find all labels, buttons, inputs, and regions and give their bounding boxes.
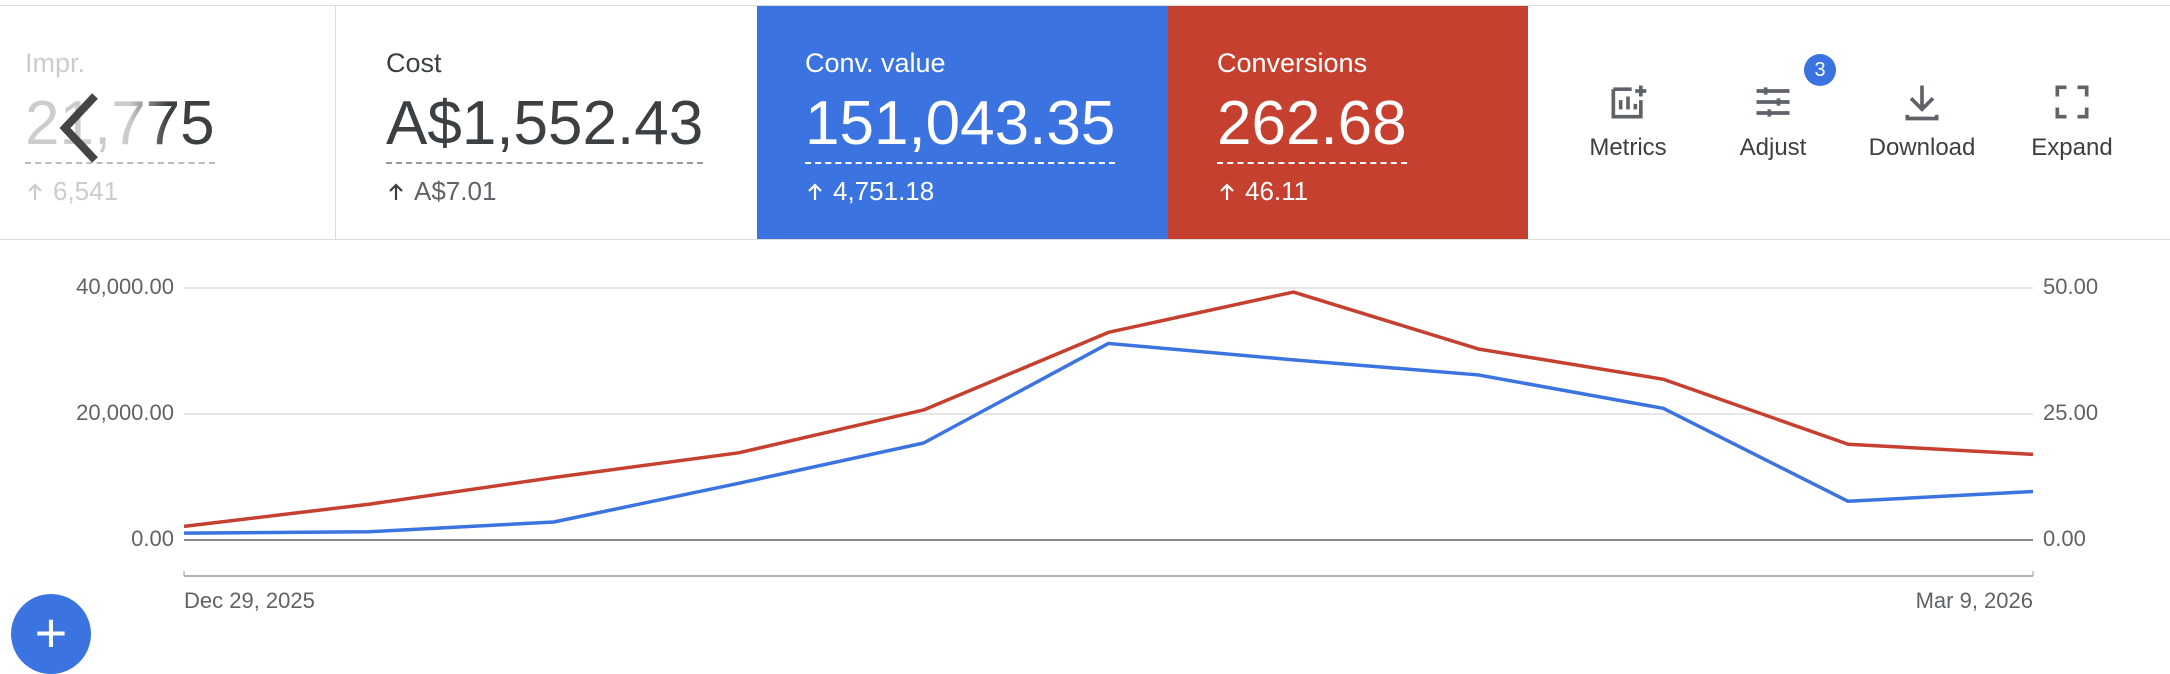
scroll-left[interactable] (55, 88, 105, 168)
scorecard[interactable]: Conv. value 151,043.35 4,751.18 (757, 6, 1168, 239)
y2-tick-label: 0.00 (2043, 526, 2086, 551)
badge: 3 (1804, 54, 1836, 86)
delta-text: 6,541 (53, 176, 119, 206)
scorecard-delta: 6,541 (25, 176, 118, 207)
scorecard-delta: A$7.01 (386, 176, 496, 207)
scorecard[interactable]: Cost A$1,552.43 A$7.01 (336, 6, 757, 239)
top-border (0, 0, 2170, 6)
y-tick-label: 20,000.00 (76, 400, 174, 425)
metrics-icon (1611, 85, 1647, 119)
up-arrow (808, 182, 822, 200)
scorecard[interactable]: Impr. 21,775 6,541 (0, 6, 336, 239)
download-label: Download (1868, 134, 1976, 161)
download-icon (1905, 85, 1939, 121)
up-arrow (28, 182, 42, 200)
x-tick-label: Mar 9, 2026 (1916, 588, 2033, 613)
metrics-button[interactable]: Metrics (1558, 80, 1698, 162)
scorecard-value: 21,775 (25, 88, 215, 164)
delta-text: 4,751.18 (833, 176, 935, 206)
scorecard-label: Conversions (1217, 48, 1368, 78)
x-tick-label: Dec 29, 2025 (184, 588, 315, 613)
scorecard-label: Impr. (25, 48, 86, 78)
add-button[interactable]: + (11, 594, 91, 674)
divider (0, 239, 2170, 240)
expand-button[interactable]: Expand (2002, 80, 2142, 162)
series-line (183, 341, 2034, 535)
adjust-icon (1756, 87, 1790, 117)
scorecard-delta: 46.11 (1217, 176, 1308, 207)
expand-label: Expand (2031, 134, 2113, 161)
download-button[interactable]: Download (1852, 80, 1992, 162)
delta-text: A$7.01 (414, 176, 497, 206)
scorecard-label: Cost (386, 48, 442, 78)
adjust-button[interactable]: Adjust 3 (1703, 54, 1843, 162)
adjust-label: Adjust (1739, 134, 1807, 161)
scorecard-delta: 4,751.18 (805, 176, 934, 207)
scorecard[interactable]: Conversions 262.68 46.11 (1168, 6, 1528, 239)
chart: 0.00 20,000.00 40,000.00 0.00 25.00 50.00 Dec … (76, 274, 2098, 613)
delta-text: 46.11 (1245, 176, 1309, 206)
scorecard-value: 262.68 (1217, 88, 1407, 164)
scorecard-label: Conv. value (805, 48, 946, 78)
up-arrow (389, 182, 403, 200)
y-tick-label: 40,000.00 (76, 274, 174, 299)
y2-tick-label: 25.00 (2043, 400, 2098, 425)
scorecard-value: A$1,552.43 (386, 88, 704, 164)
y2-tick-label: 50.00 (2043, 274, 2098, 299)
scorecard-value: 151,043.35 (805, 88, 1116, 164)
series-line (183, 290, 2034, 529)
y-tick-label: 0.00 (131, 526, 174, 551)
metrics-label: Metrics (1589, 134, 1667, 161)
up-arrow (1220, 182, 1234, 200)
expand-icon (2055, 85, 2089, 119)
